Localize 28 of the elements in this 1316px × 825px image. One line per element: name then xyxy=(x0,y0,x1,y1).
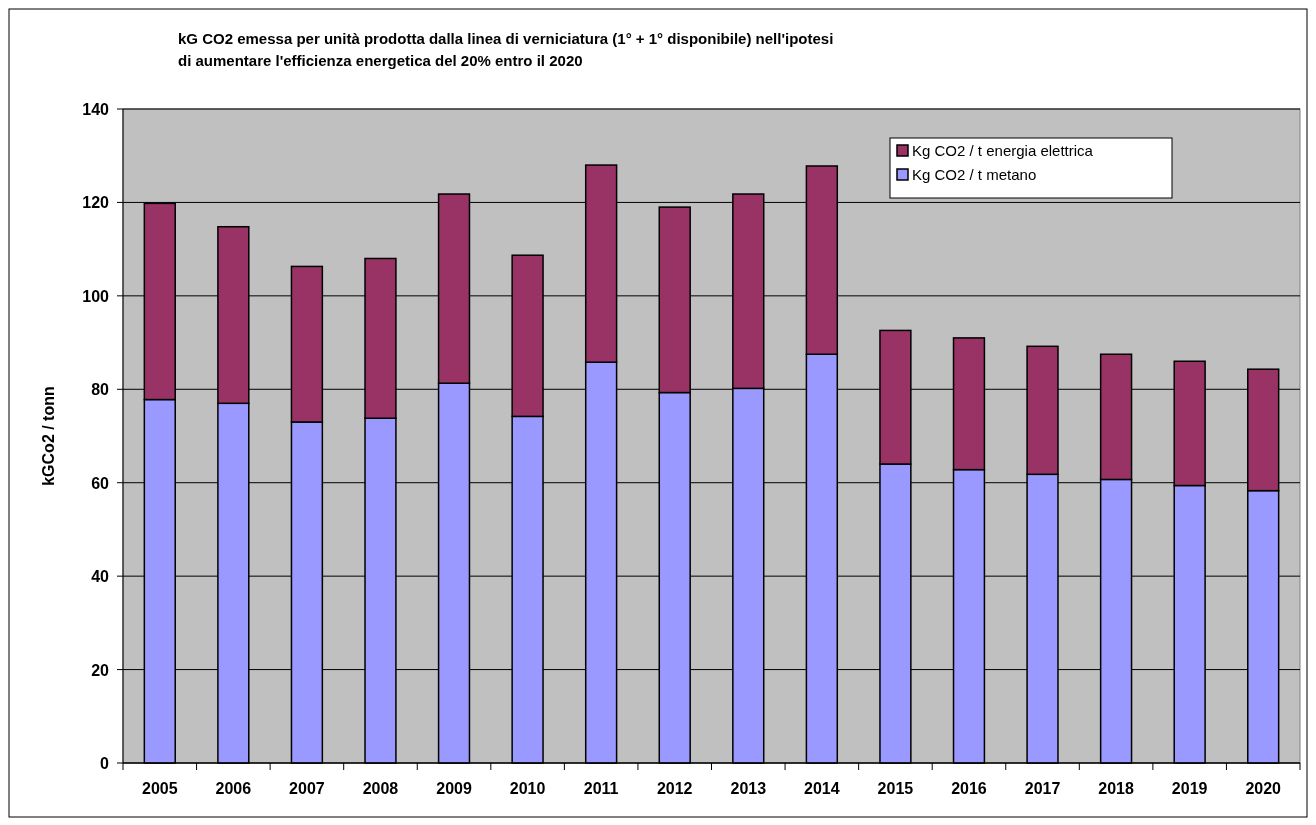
x-tick-label: 2013 xyxy=(730,780,767,797)
x-tick-label: 2015 xyxy=(877,780,914,797)
y-tick-label: 140 xyxy=(82,101,110,118)
y-tick-label: 0 xyxy=(100,755,110,772)
x-tick-label: 2016 xyxy=(951,780,987,797)
y-tick-label: 40 xyxy=(91,568,110,586)
x-tick-label: 2009 xyxy=(436,780,472,797)
y-axis-title: kGCo2 / tonn xyxy=(40,386,57,486)
chart-title: kG CO2 emessa per unità prodotta dalla linea di verniciatura (1° + 1° disponibile) nell'ipotesi di aumentare l'efficienza energetica del 20% entro il 2020 xyxy=(178,30,834,69)
x-tick-label: 2005 xyxy=(141,780,178,797)
legend-label: Kg CO2 / t energia elettrica xyxy=(912,142,1094,159)
y-tick-label: 20 xyxy=(91,661,110,679)
x-tick-label: 2012 xyxy=(656,780,693,797)
x-tick-label: 2017 xyxy=(1024,780,1061,797)
x-tick-label: 2008 xyxy=(362,780,399,797)
x-tick-label: 2018 xyxy=(1098,780,1134,797)
x-tick-label: 2011 xyxy=(583,780,619,797)
x-tick-label: 2006 xyxy=(215,780,252,797)
y-tick-label: 120 xyxy=(82,194,110,212)
x-tick-label: 2014 xyxy=(804,780,840,797)
y-tick-label: 60 xyxy=(91,474,110,492)
x-tick-label: 2020 xyxy=(1245,780,1282,797)
x-tick-label: 2019 xyxy=(1171,780,1208,797)
y-tick-label: 80 xyxy=(91,381,110,399)
y-tick-label: 100 xyxy=(82,287,110,305)
x-tick-label: 2007 xyxy=(289,780,325,797)
x-tick-label: 2010 xyxy=(509,780,546,797)
legend-label: Kg CO2 / t metano xyxy=(912,166,1037,183)
